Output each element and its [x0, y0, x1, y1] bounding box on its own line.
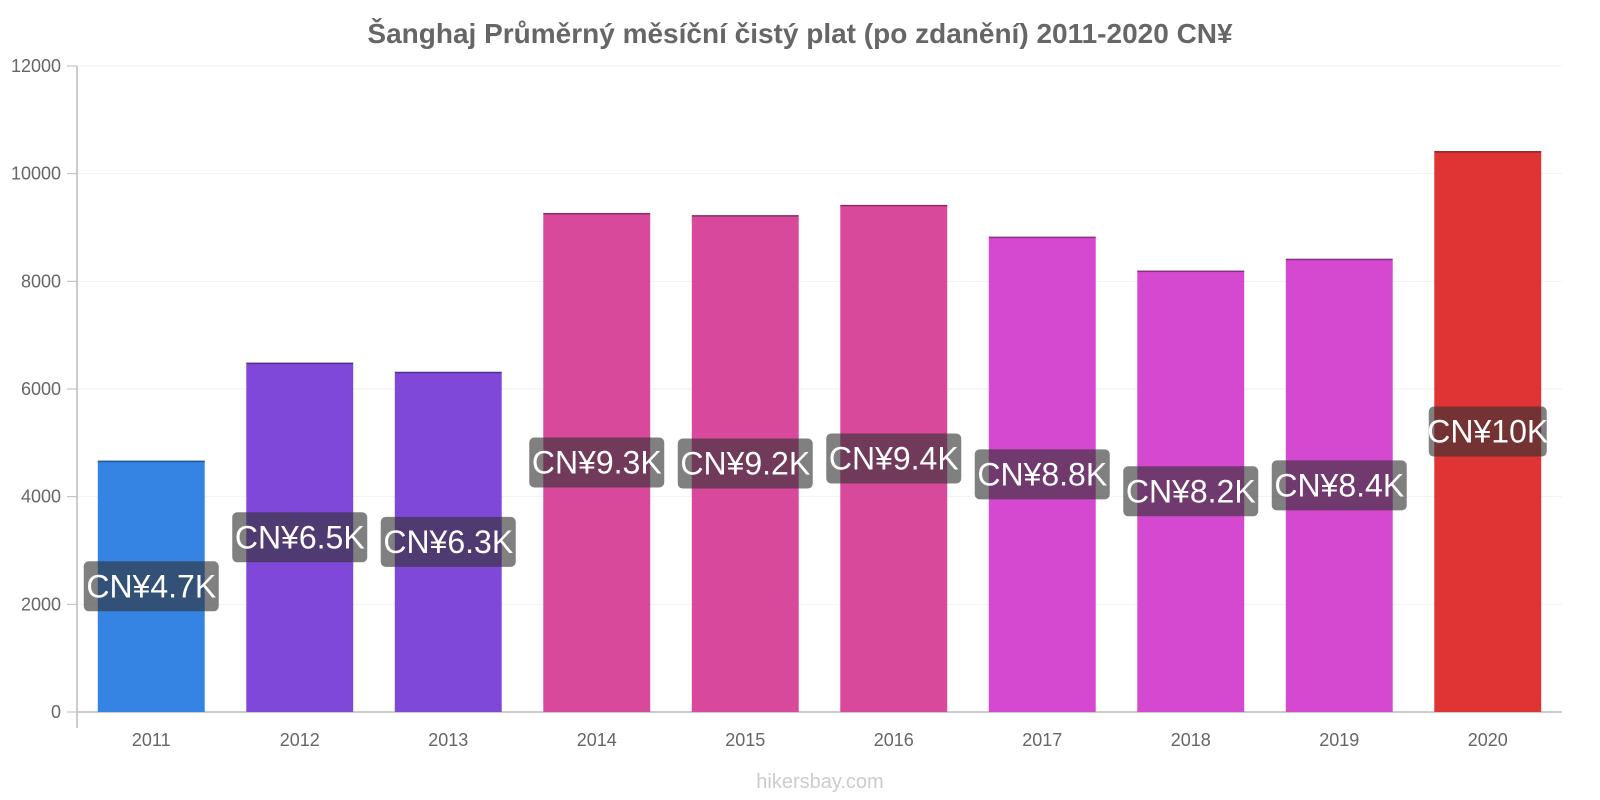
- x-tick-label: 2011: [132, 730, 171, 750]
- data-label-box: [1271, 460, 1407, 511]
- bar-top-edge: [1434, 151, 1542, 153]
- data-label-2019: CN¥8.4K: [1274, 467, 1404, 503]
- x-tick-label: 2013: [428, 730, 468, 750]
- bar-top-edge: [691, 215, 799, 217]
- data-label-box: [1428, 406, 1547, 457]
- bar-top-edge: [97, 460, 205, 463]
- data-label-box: [974, 449, 1110, 500]
- data-label-box: [826, 433, 962, 484]
- x-tick-label: 2015: [725, 730, 765, 750]
- data-label-2018: CN¥8.2K: [1126, 473, 1256, 509]
- data-label-2011: CN¥4.7K: [86, 568, 216, 604]
- data-label-box: [1123, 466, 1259, 517]
- bar-top-edge: [246, 362, 354, 365]
- x-tick-label: 2019: [1319, 730, 1359, 750]
- bar-top-edge: [394, 371, 502, 374]
- data-label-2014: CN¥9.3K: [532, 444, 662, 480]
- x-tick-label: 2016: [874, 730, 914, 750]
- x-tick-label: 2012: [280, 730, 320, 750]
- bar-top-edge: [988, 236, 1096, 239]
- data-labels: CN¥4.7K CN¥6.5K CN¥6.3K CN¥9.3K CN¥9.2K CN¥9.…: [83, 406, 1548, 612]
- data-label-box: [232, 512, 368, 563]
- x-tick-label: 2014: [577, 730, 617, 750]
- y-tick-label: 0: [51, 702, 61, 722]
- data-label-2017: CN¥8.8K: [977, 456, 1107, 492]
- data-label-2015: CN¥9.2K: [680, 446, 810, 482]
- y-tick-label: 10000: [11, 164, 61, 184]
- y-tick-label: 12000: [11, 56, 61, 76]
- data-label-box: [83, 561, 219, 612]
- source-footer: hikersbay.com: [756, 771, 883, 793]
- x-tick-label: 2020: [1468, 730, 1508, 750]
- bar-top-edge: [1137, 270, 1245, 273]
- data-label-2020: CN¥10K: [1427, 414, 1548, 450]
- x-tick-label: 2017: [1022, 730, 1062, 750]
- y-tick-label: 2000: [21, 594, 61, 614]
- bar-top-edge: [543, 212, 651, 215]
- data-label-2012: CN¥6.5K: [235, 519, 365, 555]
- bar-top-edge: [840, 204, 948, 207]
- data-label-box: [380, 516, 516, 567]
- data-label-box: [677, 438, 813, 489]
- data-label-box: [529, 437, 665, 488]
- chart-title: Šanghaj Průměrný měsíční čistý plat (po …: [367, 17, 1233, 49]
- data-label-2016: CN¥9.4K: [829, 440, 959, 476]
- y-tick-label: 6000: [21, 379, 61, 399]
- y-tick-label: 4000: [21, 487, 61, 507]
- data-label-2013: CN¥6.3K: [383, 524, 513, 560]
- bars: [97, 151, 1542, 713]
- bar-top-edge: [1285, 258, 1393, 261]
- y-tick-label: 8000: [21, 271, 61, 291]
- x-tick-label: 2018: [1171, 730, 1211, 750]
